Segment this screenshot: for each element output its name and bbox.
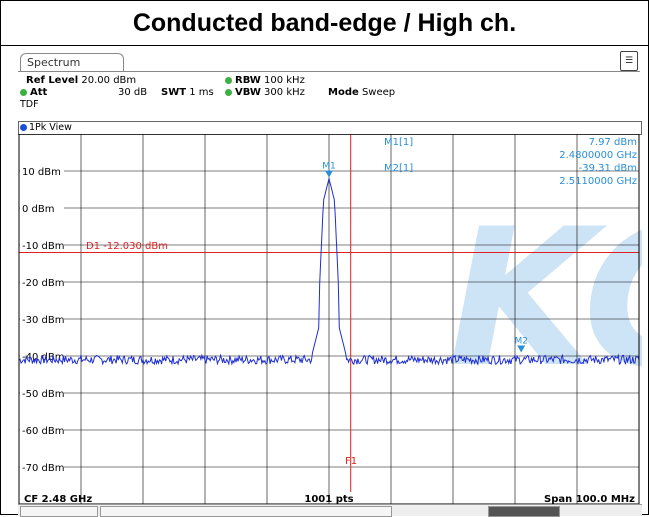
- tab-spectrum[interactable]: Spectrum: [20, 53, 124, 72]
- marker-m2-level: -39.31 dBm: [579, 163, 637, 174]
- progress-indicator-icon: [488, 506, 560, 517]
- swt-label: SWT: [161, 87, 187, 98]
- att-indicator-icon: [20, 88, 27, 96]
- watermark-logo-icon: KC: [448, 188, 642, 409]
- rbw-label: RBW: [235, 75, 261, 86]
- status-bar: [18, 504, 642, 517]
- ref-level-value: 20.00 dBm: [81, 75, 137, 86]
- marker-m1-freq: 2.4800000 GHz: [559, 150, 637, 161]
- marker-m2-freq: 2.5110000 GHz: [559, 176, 637, 187]
- vbw-indicator-icon: [225, 88, 232, 96]
- spectrum-analyzer-screen: Spectrum ☰ Ref Level 20.00 dBm RBW 100 k…: [18, 49, 642, 517]
- swt: SWT 1 ms: [161, 87, 214, 98]
- y-tick-label: 0 dBm: [22, 204, 55, 215]
- reference-lines: [19, 134, 639, 492]
- grid: [19, 134, 639, 504]
- y-tick-label: -30 dBm: [22, 315, 64, 326]
- menu-icon[interactable]: ☰: [620, 51, 638, 71]
- footer-points: 1001 pts: [304, 494, 353, 505]
- y-tick-label: -50 dBm: [22, 389, 64, 400]
- view-label: 1Pk View: [29, 122, 72, 133]
- y-tick-label-bg: [20, 387, 64, 398]
- y-tick-label-bg: [20, 202, 64, 213]
- vbw-value: 300 kHz: [264, 87, 305, 98]
- y-tick-label-bg: [20, 461, 64, 472]
- status-segment: [20, 506, 98, 517]
- vbw-label: VBW: [235, 87, 261, 98]
- att: Att: [20, 87, 47, 98]
- swt-value: 1 ms: [189, 87, 214, 98]
- att-value: 30 dB: [118, 87, 148, 98]
- trace-line: [18, 178, 640, 366]
- marker-m2-tag: M2: [514, 336, 528, 346]
- tdf-label: TDF: [20, 99, 39, 110]
- marker-m1-label: M1[1]: [384, 137, 413, 148]
- y-tick-label-bg: [20, 313, 64, 324]
- frequency-line-label: F1: [345, 456, 357, 467]
- marker-m1-level: 7.97 dBm: [589, 137, 637, 148]
- tab-divider: [18, 71, 640, 72]
- y-tick-label-bg: [20, 424, 64, 435]
- mode: Mode Sweep: [328, 87, 395, 98]
- ref-level-label: Ref Level: [26, 75, 79, 86]
- marker-m1-icon: [325, 170, 333, 178]
- y-tick-label-bg: [20, 165, 64, 176]
- y-tick-label-bg: [20, 239, 64, 250]
- marker-m1-tag: M1: [322, 162, 336, 172]
- markers: M1 M2: [322, 162, 528, 353]
- y-tick-label: 10 dBm: [22, 167, 61, 178]
- y-tick-label: -70 dBm: [22, 463, 64, 474]
- att-label: Att: [30, 87, 48, 98]
- vbw: VBW 300 kHz: [225, 87, 305, 98]
- marker-m2-icon: [517, 345, 526, 353]
- display-line-label: D1 -12.030 dBm: [86, 241, 168, 252]
- ref-level: Ref Level 20.00 dBm: [26, 75, 136, 86]
- mode-value: Sweep: [361, 87, 396, 98]
- footer-span: Span 100.0 MHz: [544, 494, 635, 505]
- rbw-indicator-icon: [225, 76, 232, 84]
- y-tick-label: -20 dBm: [22, 278, 64, 289]
- y-tick-label-bg: [20, 276, 64, 287]
- trace-indicator-icon: [20, 124, 27, 131]
- mode-label: Mode: [328, 87, 359, 98]
- marker-m2-label: M2[1]: [384, 163, 413, 174]
- footer-cf: CF 2.48 GHz: [24, 494, 92, 505]
- rbw: RBW 100 kHz: [225, 75, 305, 86]
- page-title: Conducted band-edge / High ch.: [1, 1, 648, 46]
- view-bar: 1Pk View: [18, 121, 642, 135]
- y-tick-label: -60 dBm: [22, 426, 64, 437]
- y-tick-label: -10 dBm: [22, 241, 64, 252]
- status-segment: [100, 506, 392, 517]
- rbw-value: 100 kHz: [264, 75, 305, 86]
